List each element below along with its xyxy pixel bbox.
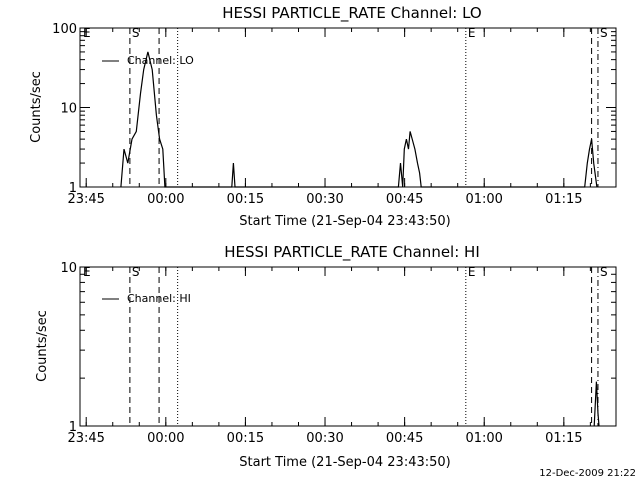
lo-x-tick-label: 01:00 [465, 192, 502, 207]
hi-legend-label: Channel: HI [127, 292, 191, 305]
lo-x-tick-label: 00:15 [227, 192, 264, 207]
hi-x-tick-label: 01:00 [465, 431, 502, 446]
lo-marker-label-0: E [83, 26, 91, 40]
lo-marker-label-1: S [132, 26, 140, 40]
hi-series-line-0 [593, 381, 600, 427]
lo-x-tick-label: 00:00 [147, 192, 184, 207]
lo-y-tick-label: 10 [60, 102, 77, 117]
hi-x-tick-label: 01:15 [545, 431, 582, 446]
generation-timestamp: 12-Dec-2009 21:22 [539, 468, 636, 479]
lo-y-tick-label: 1 [69, 181, 77, 196]
lo-plot-marks: 23:45 00:00 00:15 00:30 00:45 01:00 01:15 1 10 10… [52, 22, 616, 207]
lo-series-line-0 [120, 51, 598, 188]
hi-x-tick-label: 00:00 [147, 431, 184, 446]
hi-y-axis-label: Counts/sec [35, 310, 50, 382]
lo-x-tick-label: 01:15 [545, 192, 582, 207]
hi-x-tick-label: 00:15 [227, 431, 264, 446]
lo-x-axis-label: Start Time (21-Sep-04 23:43:50) [239, 214, 450, 229]
lo-plot-frame [79, 27, 617, 188]
hi-y-tick-label: 1 [69, 420, 77, 435]
hi-plot-marks: 23:45 00:00 00:15 00:30 00:45 01:00 01:15 1 10 E S… [60, 261, 616, 446]
hi-channel-panel: HESSI PARTICLE_RATE Channel: HI 23:45 00:… [35, 243, 617, 470]
hi-marker-label-6: S [600, 265, 608, 279]
lo-y-tick-label: 100 [52, 22, 77, 37]
hi-marker-label-1: S [132, 265, 140, 279]
hi-plot-frame [79, 266, 617, 427]
hi-marker-label-4: E [468, 265, 476, 279]
lo-channel-panel: HESSI PARTICLE_RATE Channel: LO 23:45 00:… [29, 4, 617, 229]
hi-x-axis-label: Start Time (21-Sep-04 23:43:50) [239, 455, 450, 470]
lo-marker-label-6: S [600, 26, 608, 40]
lo-chart-title: HESSI PARTICLE_RATE Channel: LO [222, 4, 481, 23]
hi-y-tick-label: 10 [60, 261, 77, 276]
lo-y-axis-label: Counts/sec [29, 71, 44, 143]
hi-x-tick-label: 23:45 [67, 431, 104, 446]
hi-chart-title: HESSI PARTICLE_RATE Channel: HI [224, 243, 480, 262]
hi-x-tick-label: 00:45 [386, 431, 423, 446]
hi-x-tick-label: 00:30 [306, 431, 343, 446]
lo-legend-label: Channel: LO [127, 54, 194, 67]
hi-marker-label-0: E [83, 265, 91, 279]
lo-x-tick-label: 00:45 [386, 192, 423, 207]
lo-x-tick-label: 23:45 [67, 192, 104, 207]
lo-x-tick-label: 00:30 [306, 192, 343, 207]
lo-marker-label-4: E [468, 26, 476, 40]
